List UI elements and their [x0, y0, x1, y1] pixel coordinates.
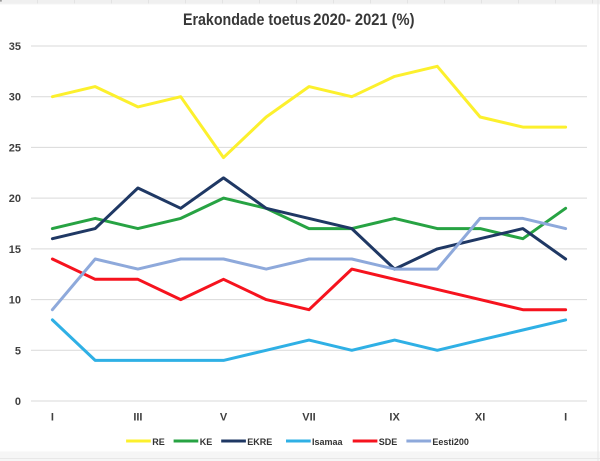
svg-text:10: 10: [9, 295, 21, 307]
svg-text:SDE: SDE: [379, 437, 398, 447]
svg-text:I: I: [564, 412, 567, 424]
svg-text:5: 5: [15, 345, 21, 357]
svg-text:KE: KE: [200, 437, 213, 447]
svg-text:XI: XI: [475, 412, 485, 424]
svg-text:0: 0: [15, 396, 21, 408]
svg-text:EKRE: EKRE: [247, 437, 272, 447]
svg-text:30: 30: [9, 92, 21, 104]
svg-text:IX: IX: [389, 412, 400, 424]
svg-text:35: 35: [9, 41, 21, 53]
svg-text:2020- 2021 (%): 2020- 2021 (%): [313, 11, 414, 29]
svg-text:25: 25: [9, 142, 21, 154]
svg-text:Erakondade toetus: Erakondade toetus: [183, 11, 311, 29]
svg-text:RE: RE: [152, 437, 165, 447]
svg-text:VII: VII: [302, 412, 315, 424]
svg-text:Eesti200: Eesti200: [432, 437, 469, 447]
svg-text:15: 15: [9, 244, 21, 256]
svg-text:I: I: [51, 412, 54, 424]
svg-text:V: V: [220, 412, 228, 424]
svg-text:Isamaa: Isamaa: [312, 437, 344, 447]
svg-text:20: 20: [9, 193, 21, 205]
svg-text:III: III: [133, 412, 142, 424]
